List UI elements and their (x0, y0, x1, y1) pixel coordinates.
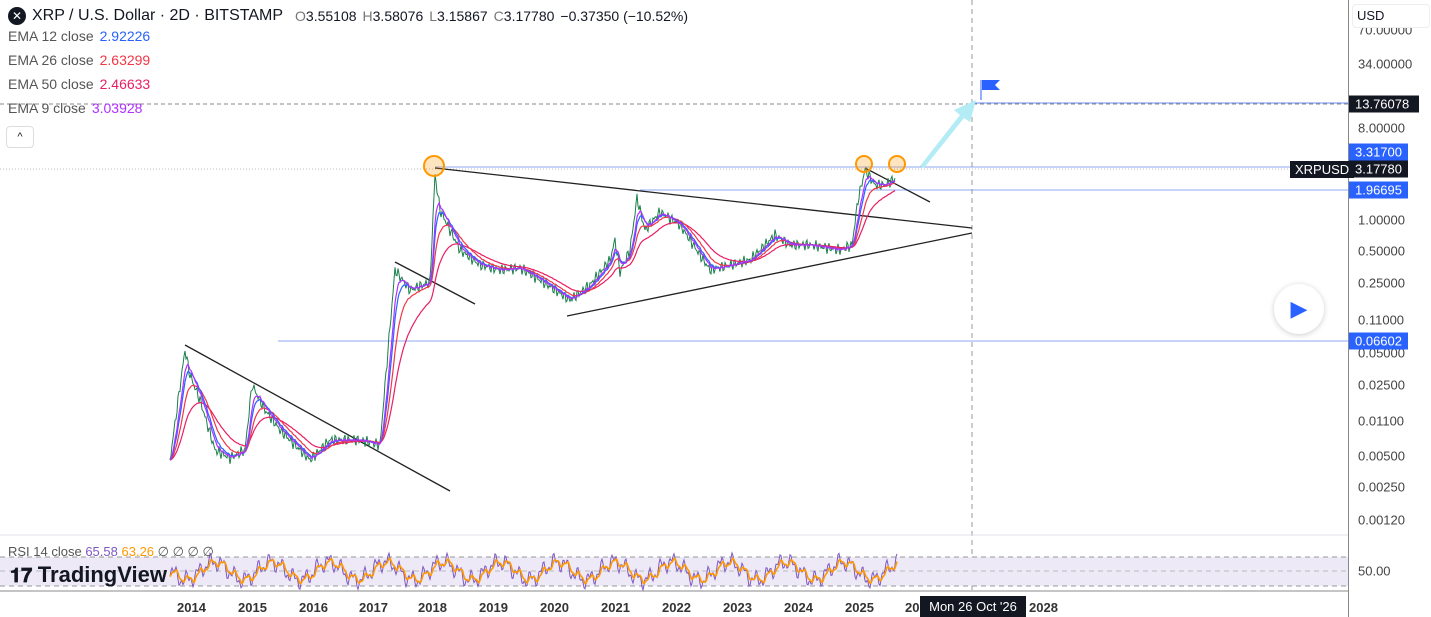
axis-tick: 8.00000 (1358, 120, 1405, 136)
ohlc: O3.55108 H3.58076 L3.15867 C3.17780 −0.37350… (295, 8, 689, 24)
play-button[interactable]: ▶ (1274, 284, 1324, 334)
axis-tick: 0.00500 (1358, 448, 1405, 464)
axis-tick: 0.25000 (1358, 275, 1405, 291)
indicator-ema9[interactable]: EMA 9 close 3.03928 (8, 100, 143, 116)
indicator-ema50[interactable]: EMA 50 close 2.46633 (8, 76, 151, 92)
year-tick: 2016 (299, 600, 328, 615)
axis-tick: 0.50000 (1358, 243, 1405, 259)
current-price-label: 3.17780 (1349, 160, 1408, 178)
indicator-ema12[interactable]: EMA 12 close 2.92226 (8, 28, 151, 44)
axis-tick: 34.00000 (1358, 56, 1413, 72)
year-tick: 2017 (359, 600, 388, 615)
axis-tick: 0.01100 (1358, 413, 1405, 429)
ema9-line (169, 175, 896, 461)
axis-tick: 0.11000 (1358, 312, 1405, 328)
crosshair-date-label: Mon 26 Oct '26 (920, 596, 1026, 617)
price-axis[interactable]: 70.00000 34.00000 8.00000 1.00000 0.5000… (1348, 0, 1431, 617)
resistance-price-label: 3.31700 (1349, 143, 1408, 161)
year-tick: 2022 (662, 600, 691, 615)
ema26-line (169, 182, 896, 461)
legend: ✕ XRP / U.S. Dollar · 2D · BITSTAMP O3.5… (8, 6, 694, 122)
low-price-label: 0.06602 (1349, 332, 1408, 350)
flag-icon[interactable] (980, 80, 1000, 100)
price-series (169, 166, 896, 464)
indicator-ema26[interactable]: EMA 26 close 2.63299 (8, 52, 151, 68)
year-tick: 2019 (479, 600, 508, 615)
symbol-label: XRPUSD (1290, 161, 1355, 178)
year-tick: 2024 (784, 600, 813, 615)
rsi-axis-tick: 50.00 (1358, 563, 1391, 579)
collapse-legend-button[interactable]: ^ (6, 126, 34, 148)
rsi-legend[interactable]: RSI 14 close 65.58 63.26 ∅ ∅ ∅ ∅ (8, 544, 214, 559)
year-tick: 2028 (1029, 600, 1058, 615)
year-tick: 20 (905, 600, 920, 615)
year-tick: 2020 (540, 600, 569, 615)
ema50-line (169, 190, 896, 461)
support-price-label: 1.96695 (1349, 181, 1408, 199)
year-tick: 2025 (845, 600, 874, 615)
price-chart[interactable] (0, 0, 1348, 617)
axis-tick: 0.00120 (1358, 512, 1405, 528)
highlight-circle[interactable] (888, 155, 906, 173)
symbol-title[interactable]: XRP / U.S. Dollar · 2D · BITSTAMP (32, 7, 284, 24)
year-tick: 2021 (601, 600, 630, 615)
tradingview-logo: 𝟏𝟕 TradingView (10, 562, 167, 587)
target-price-label: 13.76078 (1349, 95, 1420, 113)
trendline[interactable] (864, 167, 931, 203)
change: −0.37350 (−10.52%) (560, 8, 689, 24)
currency-selector[interactable]: USD (1352, 4, 1430, 28)
play-icon: ▶ (1290, 296, 1308, 321)
year-tick: 2018 (418, 600, 447, 615)
axis-tick: 0.00250 (1358, 479, 1405, 495)
axis-tick: 1.00000 (1358, 212, 1405, 228)
chevron-up-icon: ^ (17, 131, 23, 143)
axis-tick: 0.02500 (1358, 377, 1405, 393)
highlight-circle[interactable] (423, 155, 445, 177)
year-tick: 2023 (723, 600, 752, 615)
year-tick: 2014 (177, 600, 206, 615)
trendline[interactable] (434, 167, 973, 229)
rsi-ma-line (169, 557, 898, 585)
trendline[interactable] (184, 344, 451, 492)
xrp-logo-icon: ✕ (8, 7, 26, 25)
highlight-circle[interactable] (855, 155, 873, 173)
trendlines[interactable] (184, 167, 973, 492)
year-tick: 2015 (238, 600, 267, 615)
trendline[interactable] (566, 232, 973, 317)
projection-arrow[interactable] (920, 100, 976, 168)
rsi-series (169, 551, 898, 592)
